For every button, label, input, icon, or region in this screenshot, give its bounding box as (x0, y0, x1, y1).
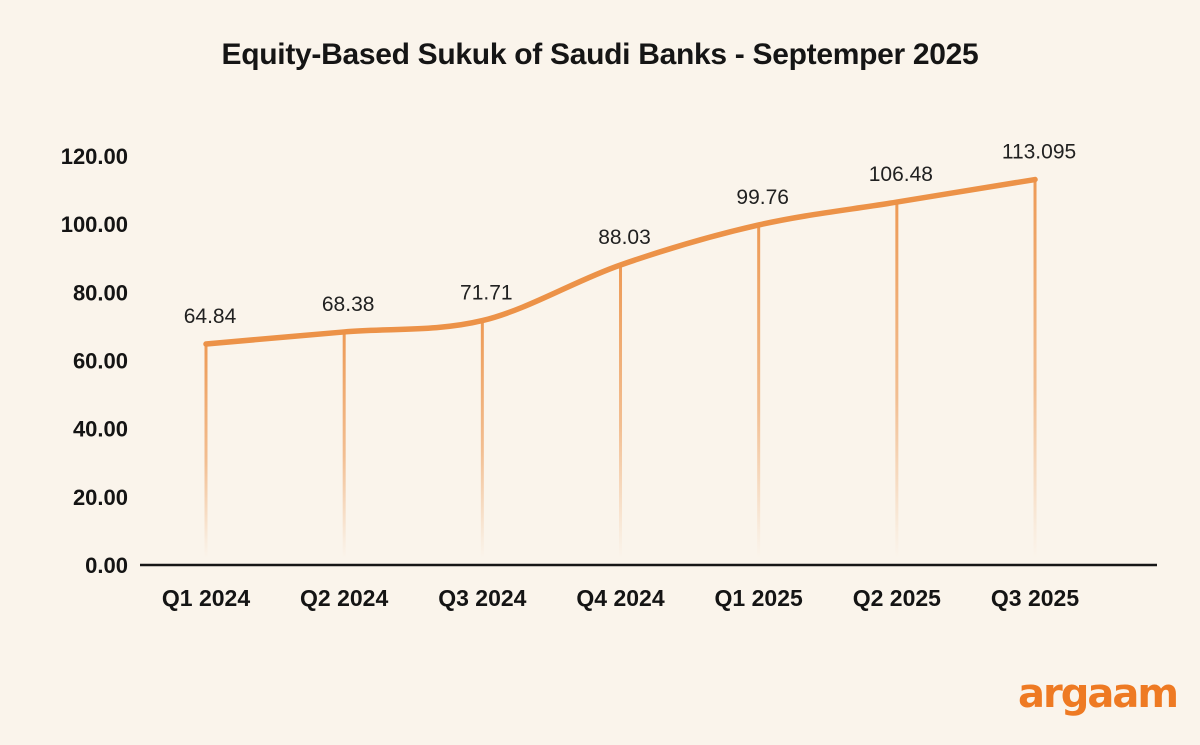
x-axis-tick-label: Q1 2025 (715, 585, 803, 611)
x-axis-tick-label: Q2 2025 (853, 585, 941, 611)
argaam-logo: argaam (1017, 671, 1179, 717)
y-axis-tick-label: 80.00 (73, 280, 128, 305)
y-axis-tick-label: 60.00 (73, 349, 128, 374)
y-axis-tick-label: 20.00 (73, 485, 128, 510)
x-axis-tick-label: Q4 2024 (576, 585, 664, 611)
data-point-label: 68.38 (322, 293, 375, 316)
series-line (203, 176, 1038, 347)
x-axis-tick-label: Q1 2024 (162, 585, 250, 611)
data-point-label: 88.03 (598, 226, 651, 249)
data-point-label: 64.84 (184, 305, 237, 328)
y-axis-tick-label: 120.00 (61, 144, 128, 169)
data-point-label: 99.76 (736, 186, 789, 209)
y-axis-tick-label: 40.00 (73, 417, 128, 442)
y-axis-tick-label: 100.00 (61, 212, 128, 237)
x-axis-tick-label: Q3 2024 (438, 585, 526, 611)
x-axis-tick-label: Q2 2024 (300, 585, 388, 611)
data-point-label: 106.48 (869, 163, 933, 186)
x-axis-tick-label: Q3 2025 (991, 585, 1079, 611)
y-axis-tick-label: 0.00 (85, 553, 128, 578)
data-point-label: 113.095 (1002, 141, 1076, 164)
data-point-label: 71.71 (460, 282, 513, 305)
chart-title: Equity-Based Sukuk of Saudi Banks - Sept… (221, 38, 979, 71)
